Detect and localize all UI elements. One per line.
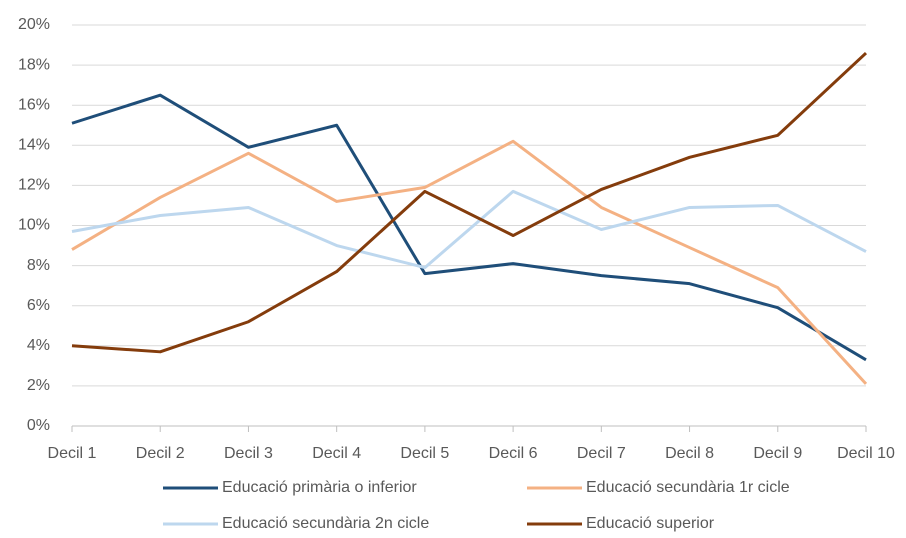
x-tick-label: Decil 6 xyxy=(489,445,538,462)
series-line xyxy=(71,139,868,385)
x-tick-label: Decil 8 xyxy=(665,445,714,462)
x-tick-label: Decil 9 xyxy=(753,445,802,462)
series-line xyxy=(71,51,868,354)
x-tick-label: Decil 2 xyxy=(136,445,185,462)
y-tick-label: 18% xyxy=(18,56,50,73)
y-tick-label: 12% xyxy=(18,177,50,194)
x-tick-label: Decil 4 xyxy=(312,445,361,462)
y-tick-label: 10% xyxy=(18,217,50,234)
y-tick-label: 20% xyxy=(18,16,50,33)
y-tick-label: 14% xyxy=(18,137,50,154)
y-tick-label: 8% xyxy=(27,257,50,274)
legend-label: Educació secundària 2n cicle xyxy=(222,515,429,532)
series-line xyxy=(71,189,867,270)
y-tick-label: 2% xyxy=(27,377,50,394)
y-tick-label: 6% xyxy=(27,297,50,314)
y-tick-label: 0% xyxy=(27,417,50,434)
series-line xyxy=(71,93,867,362)
legend-label: Educació secundària 1r cicle xyxy=(586,479,790,496)
legend-label: Educació superior xyxy=(586,515,715,532)
x-tick-label: Decil 7 xyxy=(577,445,626,462)
x-tick-label: Decil 10 xyxy=(837,445,895,462)
x-tick-label: Decil 5 xyxy=(400,445,449,462)
y-tick-label: 16% xyxy=(18,96,50,113)
x-tick-label: Decil 1 xyxy=(48,445,97,462)
x-tick-label: Decil 3 xyxy=(224,445,273,462)
legend-label: Educació primària o inferior xyxy=(222,479,417,496)
y-tick-label: 4% xyxy=(27,337,50,354)
